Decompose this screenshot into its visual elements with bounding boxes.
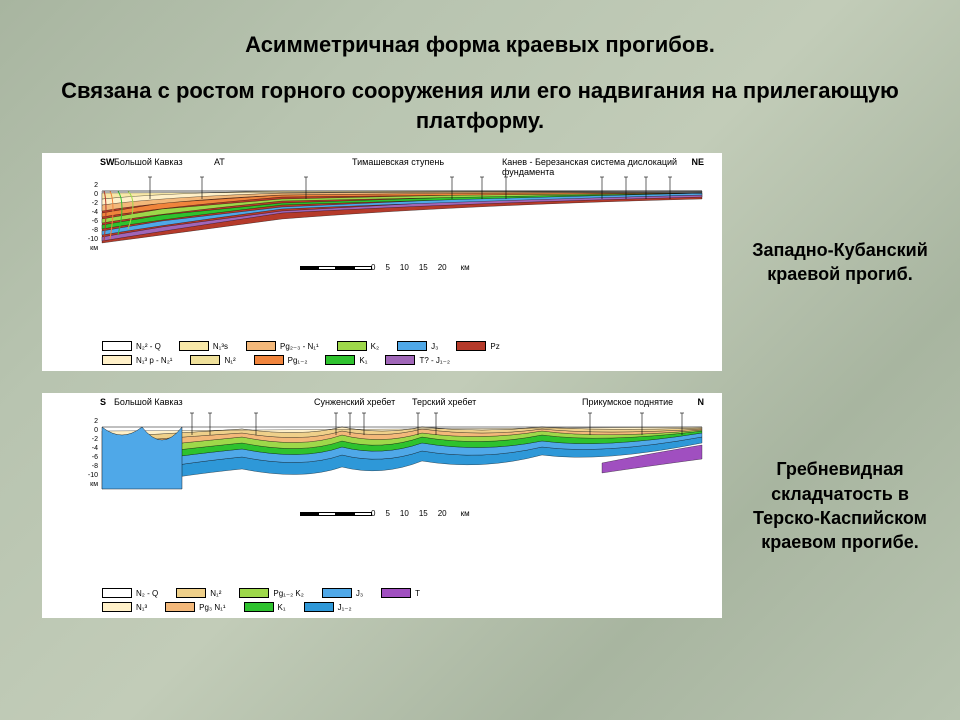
svg-text:км: км [90, 481, 98, 488]
cross-section-2: 2 0 -2 -4 -6 -8 -10 км S N Большой Кавказ Сунже… [42, 393, 722, 618]
p1-scalebar: 05101520км [300, 263, 470, 272]
svg-text:-10: -10 [88, 472, 98, 479]
row-panel2: 2 0 -2 -4 -6 -8 -10 км S N Большой Кавказ Сунже… [0, 387, 960, 624]
p1-kavkaz: Большой Кавказ [114, 157, 183, 167]
svg-text:-4: -4 [92, 209, 98, 216]
p2-n: N [698, 397, 705, 407]
svg-text:0: 0 [94, 427, 98, 434]
svg-text:км: км [90, 245, 98, 252]
title-line2: Связана с ростом горного сооружения или … [60, 76, 900, 135]
section2-svg: 2 0 -2 -4 -6 -8 -10 км [42, 393, 722, 541]
p1-tim: Тимашевская ступень [352, 157, 444, 167]
p1-sw: SW [100, 157, 115, 167]
title-block: Асимметричная форма краевых прогибов. Св… [0, 0, 960, 147]
row-panel1: 20-2-4-6-8-10км SW NE Большой Кавказ АТ … [0, 147, 960, 377]
svg-text:0: 0 [94, 191, 98, 198]
p2-sun: Сунженский хребет [314, 397, 395, 407]
p1-legend: N₂² - QN₁³sPg₂₋₃ - N₁¹K₂J₃PzN₁³ p - N₂¹N… [102, 341, 702, 365]
svg-text:-2: -2 [92, 436, 98, 443]
svg-text:-6: -6 [92, 218, 98, 225]
p2-s: S [100, 397, 106, 407]
p1-at: АТ [214, 157, 225, 167]
svg-text:-10: -10 [88, 236, 98, 243]
p2-ter: Терский хребет [412, 397, 476, 407]
svg-text:-4: -4 [92, 445, 98, 452]
svg-text:-8: -8 [92, 227, 98, 234]
p2-pri: Прикумское поднятие [582, 397, 673, 407]
caption-1: Западно-Кубанский краевой прогиб. [740, 238, 940, 287]
svg-text:-2: -2 [92, 200, 98, 207]
p2-legend: N₂ - QN₁²Pg₁₋₂ K₂J₃TN₁³Pg₃ N₁¹K₁J₁₋₂ [102, 588, 702, 612]
svg-text:-6: -6 [92, 454, 98, 461]
p1-kbr: Канев - Березанская система дислокаций ф… [502, 157, 722, 177]
svg-text:2: 2 [94, 418, 98, 425]
cross-section-1: 20-2-4-6-8-10км SW NE Большой Кавказ АТ … [42, 153, 722, 371]
svg-text:2: 2 [94, 182, 98, 189]
p2-kavkaz: Большой Кавказ [114, 397, 183, 407]
svg-text:-8: -8 [92, 463, 98, 470]
title-line1: Асимметричная форма краевых прогибов. [60, 32, 900, 58]
caption-2: Гребневидная складчатость в Терско-Каспи… [740, 457, 940, 554]
p2-scalebar: 05101520км [300, 509, 470, 518]
